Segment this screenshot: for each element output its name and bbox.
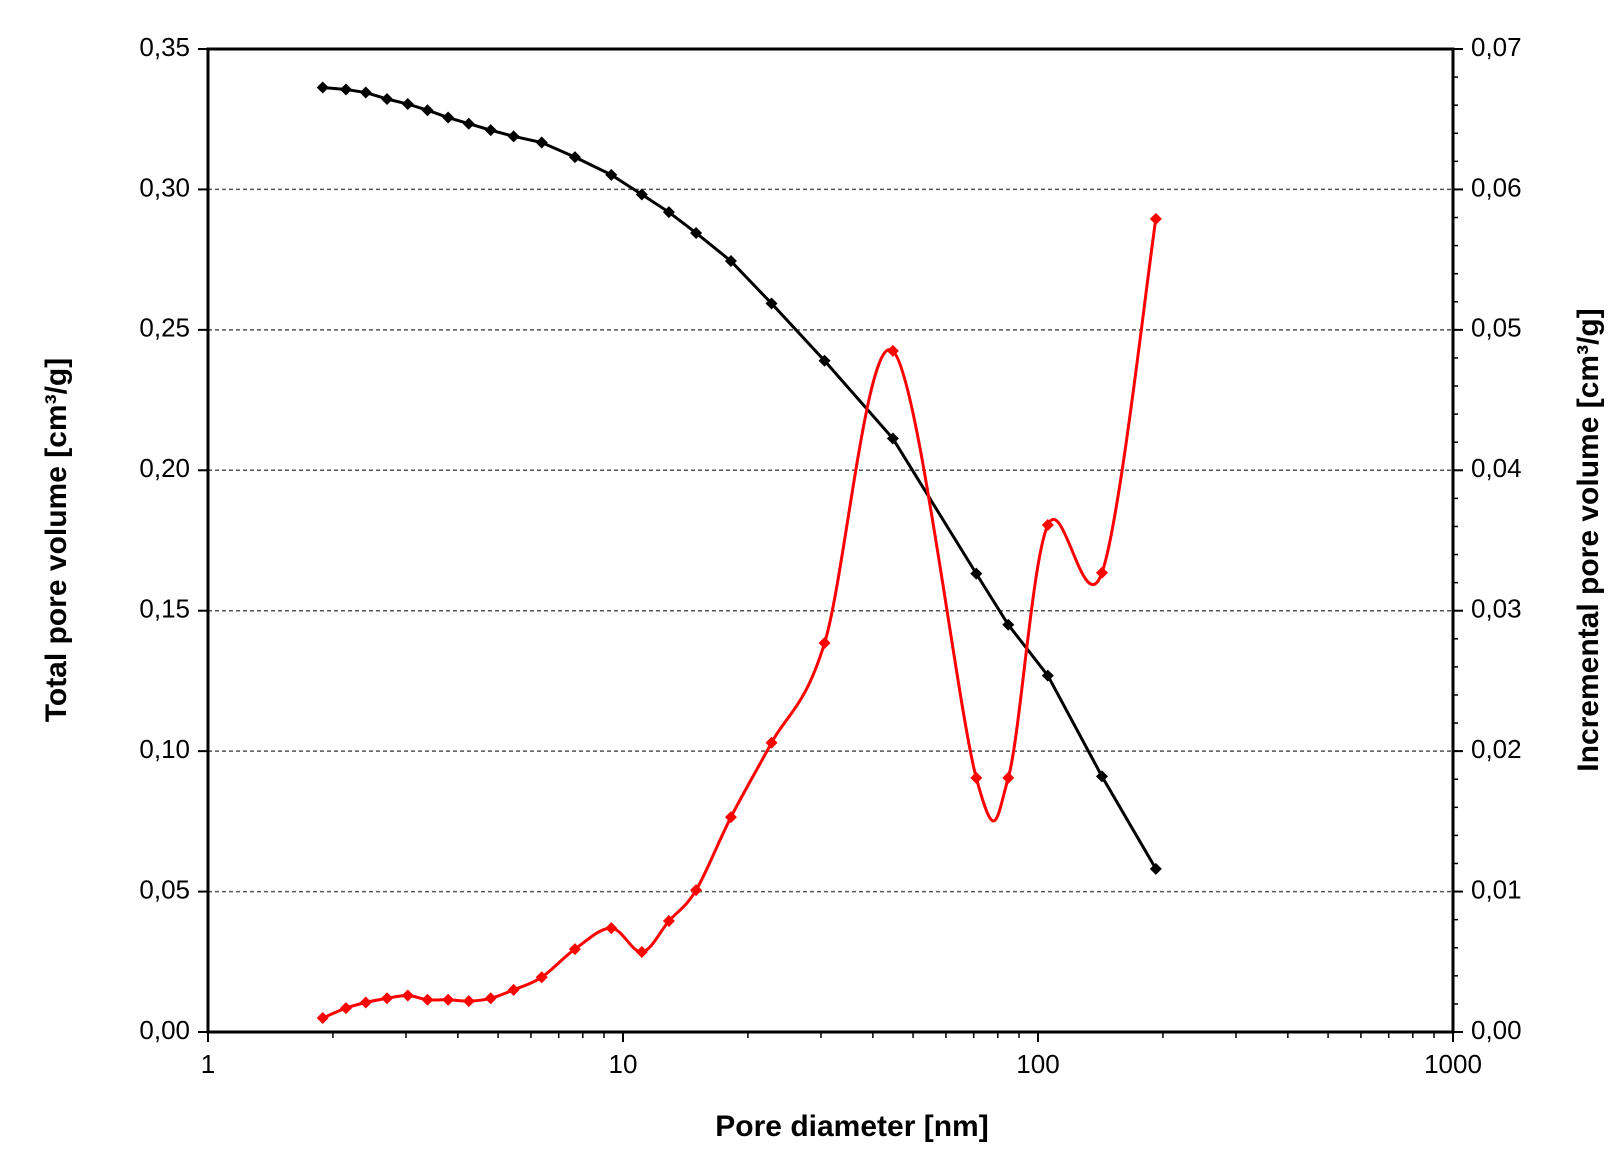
marker [462, 995, 475, 1008]
y-tick-label: 0,30 [139, 172, 190, 202]
x-tick-label: 1000 [1424, 1049, 1482, 1079]
marker [662, 915, 675, 928]
marker [970, 567, 983, 580]
marker [818, 637, 831, 650]
y2-tick-label: 0,04 [1471, 453, 1522, 483]
marker [690, 226, 703, 239]
marker [886, 432, 899, 445]
marker [1149, 862, 1162, 875]
marker [635, 945, 648, 958]
marker [724, 811, 737, 824]
x-tick-label: 1 [201, 1049, 215, 1079]
y-tick-label: 0,10 [139, 734, 190, 764]
marker [421, 104, 434, 117]
y-tick-label: 0,15 [139, 594, 190, 624]
y-axis-title: Total pore volume [cm³/g] [40, 358, 73, 722]
marker [316, 1011, 329, 1024]
marker [765, 297, 778, 310]
y2-tick-label: 0,00 [1471, 1015, 1522, 1045]
marker [381, 92, 394, 105]
marker [605, 922, 618, 935]
marker [381, 992, 394, 1005]
marker [535, 971, 548, 984]
y2-tick-label: 0,01 [1471, 874, 1522, 904]
marker [1041, 519, 1054, 532]
marker [635, 188, 648, 201]
marker [484, 124, 497, 137]
marker [724, 255, 737, 268]
series-line [322, 218, 1158, 1020]
y-tick-label: 0,05 [139, 874, 190, 904]
marker [359, 996, 372, 1009]
marker [339, 1002, 352, 1015]
marker [1002, 618, 1015, 631]
marker [1095, 566, 1108, 579]
marker [568, 943, 581, 956]
marker [1002, 771, 1015, 784]
marker [401, 98, 414, 111]
y2-axis-title: Incremental pore volume [cm³/g] [1572, 308, 1605, 771]
x-tick-label: 100 [1016, 1049, 1059, 1079]
marker [484, 992, 497, 1005]
marker [442, 111, 455, 124]
y-tick-label: 0,25 [139, 313, 190, 343]
marker [1095, 770, 1108, 783]
marker [690, 884, 703, 897]
marker [970, 771, 983, 784]
marker [359, 86, 372, 99]
plot-frame [206, 47, 1455, 1034]
marker [535, 136, 548, 149]
marker [421, 993, 434, 1006]
marker [316, 81, 329, 94]
marker [1041, 669, 1054, 682]
marker [818, 354, 831, 367]
x-axis-title: Pore diameter [nm] [715, 1110, 988, 1143]
y2-tick-label: 0,06 [1471, 172, 1522, 202]
y2-tick-label: 0,02 [1471, 734, 1522, 764]
marker [507, 130, 520, 143]
y-tick-label: 0,00 [139, 1015, 190, 1045]
x-tick-label: 10 [609, 1049, 638, 1079]
marker [605, 168, 618, 181]
marker [339, 83, 352, 96]
marker [568, 151, 581, 164]
marker [765, 736, 778, 749]
marker [1149, 212, 1162, 225]
y2-tick-label: 0,05 [1471, 313, 1522, 343]
y-tick-label: 0,35 [139, 32, 190, 62]
marker [462, 117, 475, 130]
y2-tick-label: 0,03 [1471, 594, 1522, 624]
y2-tick-label: 0,07 [1471, 32, 1522, 62]
marker [662, 206, 675, 219]
y-tick-label: 0,20 [139, 453, 190, 483]
marker [401, 989, 414, 1002]
marker [442, 993, 455, 1006]
marker [886, 344, 899, 357]
marker [507, 983, 520, 996]
